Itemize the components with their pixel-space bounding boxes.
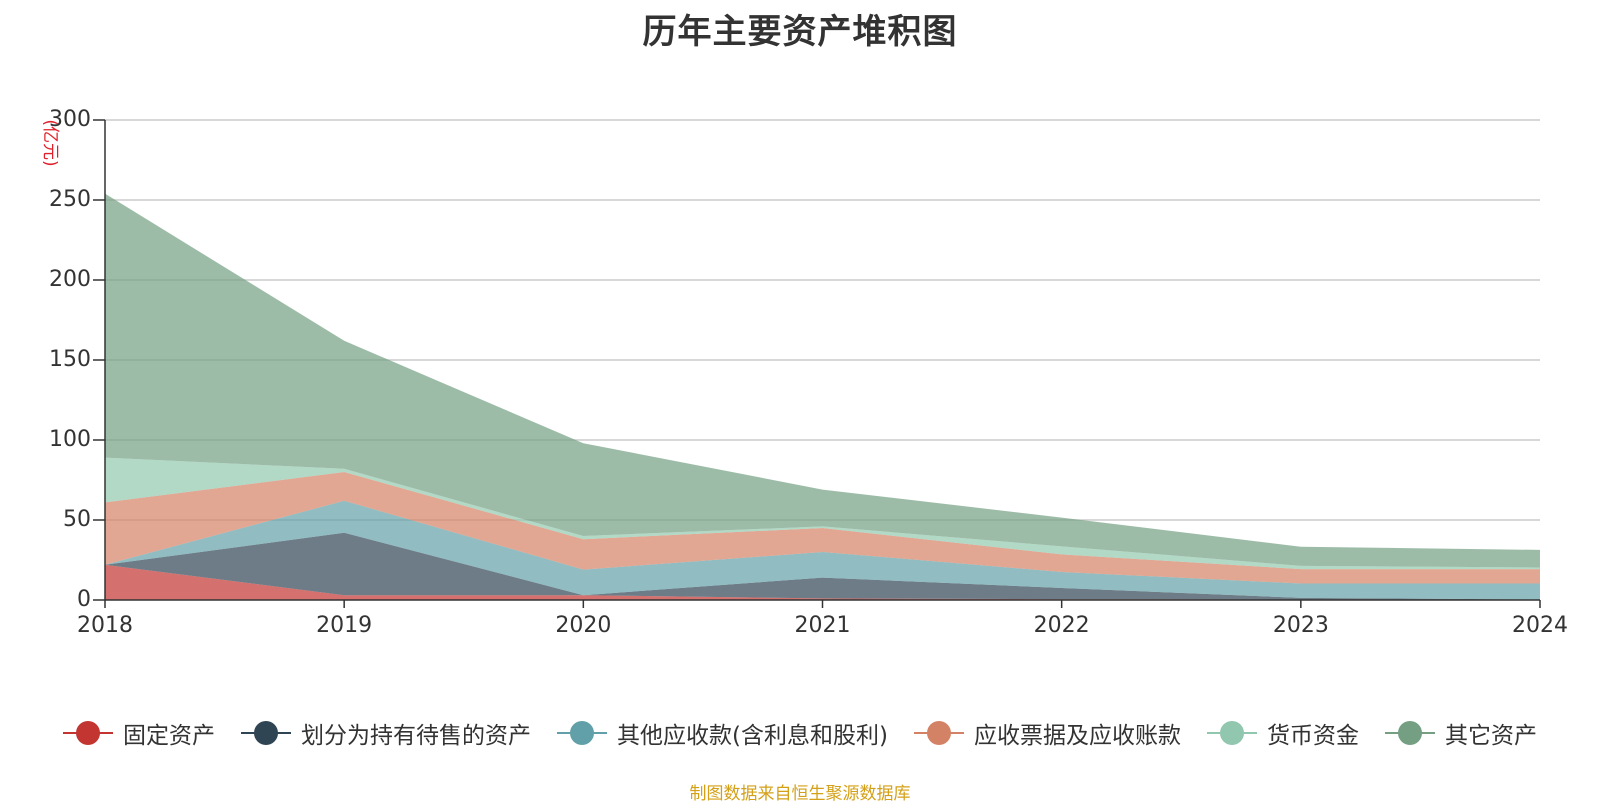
- x-tick-label: 2018: [77, 613, 133, 638]
- x-tick-label: 2021: [795, 613, 851, 638]
- area-series-3[interactable]: [105, 472, 1540, 584]
- legend-swatch-icon: [557, 721, 608, 745]
- legend-swatch-icon: [1206, 721, 1257, 745]
- x-tick-label: 2023: [1273, 613, 1329, 638]
- legend-label: 其他应收款(含利息和股利): [617, 723, 888, 749]
- area-series-2[interactable]: [105, 500, 1540, 600]
- x-tick-label: 2024: [1512, 613, 1568, 638]
- y-tick-label: 150: [49, 347, 91, 372]
- area-series-4[interactable]: [105, 457, 1540, 570]
- y-tick-label: 0: [77, 587, 91, 612]
- axes: 0 50 100 150 200 250 300 2018 2019 2020 2021 2022 20…: [49, 107, 1568, 638]
- x-tick-label: 2020: [555, 613, 611, 638]
- y-tick-label: 250: [49, 187, 91, 212]
- legend-label: 应收票据及应收账款: [973, 723, 1181, 749]
- legend-swatch-icon: [1384, 721, 1435, 745]
- y-tick-label: 100: [49, 427, 91, 452]
- legend-item-4[interactable]: 货币资金: [1206, 716, 1359, 750]
- legend: 固定资产 划分为持有待售的资产 其他应收款(含利息和股利) 应收票据及应收账款 货币资金…: [0, 716, 1600, 750]
- legend-item-2[interactable]: 其他应收款(含利息和股利): [557, 716, 888, 750]
- chart-title: 历年主要资产堆积图: [642, 12, 958, 52]
- legend-swatch-icon: [241, 721, 292, 745]
- legend-item-1[interactable]: 划分为持有待售的资产: [241, 716, 531, 750]
- area-series-1[interactable]: [105, 532, 1540, 600]
- legend-swatch-icon: [913, 721, 964, 745]
- area-series-5[interactable]: [105, 193, 1540, 568]
- area-series-group: [105, 193, 1540, 600]
- y-tick-label: 300: [49, 107, 91, 132]
- y-tick-label: 50: [63, 507, 91, 532]
- data-source-note: 制图数据来自恒生聚源数据库: [689, 784, 911, 804]
- x-tick-label: 2019: [316, 613, 372, 638]
- legend-item-0[interactable]: 固定资产: [63, 716, 215, 750]
- x-tick-label: 2022: [1034, 613, 1090, 638]
- legend-label: 划分为持有待售的资产: [301, 723, 532, 749]
- area-series-0[interactable]: [105, 564, 1540, 600]
- legend-label: 货币资金: [1266, 723, 1359, 749]
- legend-item-3[interactable]: 应收票据及应收账款: [913, 716, 1181, 750]
- y-tick-label: 200: [49, 267, 91, 292]
- legend-label: 固定资产: [123, 723, 216, 749]
- legend-label: 其它资产: [1444, 723, 1537, 749]
- y-axis-unit-label: (亿元): [40, 119, 60, 166]
- legend-swatch-icon: [63, 721, 114, 745]
- legend-item-5[interactable]: 其它资产: [1384, 716, 1537, 750]
